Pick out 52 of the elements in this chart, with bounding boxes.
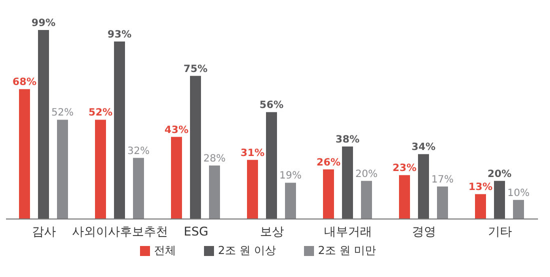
bar bbox=[57, 120, 68, 219]
legend-label: 전체 bbox=[154, 244, 176, 257]
bar bbox=[361, 180, 372, 219]
bar bbox=[171, 136, 182, 219]
data-label: 99% bbox=[32, 18, 56, 29]
data-label: 20% bbox=[488, 168, 512, 180]
bar bbox=[323, 169, 334, 219]
data-label: 52% bbox=[51, 108, 74, 119]
bar bbox=[95, 120, 106, 219]
bar bbox=[399, 175, 410, 219]
x-tick-label: 보상 bbox=[260, 224, 284, 239]
x-tick-label: ESG bbox=[184, 224, 208, 239]
bar bbox=[494, 180, 505, 219]
data-label: 19% bbox=[279, 170, 302, 182]
data-label: 38% bbox=[336, 134, 360, 146]
x-tick-label: 경영 bbox=[412, 224, 436, 239]
data-label: 56% bbox=[260, 100, 284, 112]
bar bbox=[209, 166, 220, 219]
bar bbox=[437, 186, 448, 219]
data-label: 31% bbox=[240, 148, 264, 159]
legend-label: 2조 원 이상 bbox=[218, 244, 276, 257]
bar bbox=[133, 158, 144, 219]
data-label: 10% bbox=[507, 188, 530, 199]
bar bbox=[38, 30, 49, 219]
data-label: 68% bbox=[12, 77, 36, 88]
x-tick-label: 사외이사후보추천 bbox=[72, 224, 168, 239]
bar bbox=[114, 41, 125, 219]
data-label: 17% bbox=[431, 174, 454, 186]
bar bbox=[247, 160, 258, 219]
bar bbox=[513, 200, 524, 219]
x-tick-label: 기타 bbox=[488, 224, 512, 239]
data-label: 93% bbox=[108, 29, 132, 40]
bar bbox=[266, 112, 277, 219]
data-label: 34% bbox=[412, 142, 436, 154]
data-label: 52% bbox=[88, 108, 112, 119]
bar bbox=[418, 154, 429, 219]
data-label: 20% bbox=[355, 168, 378, 180]
data-label: 23% bbox=[392, 163, 416, 174]
data-label: 28% bbox=[203, 154, 226, 165]
data-label: 26% bbox=[316, 157, 340, 168]
bar bbox=[342, 146, 353, 219]
data-label: 75% bbox=[184, 64, 208, 75]
legend-label: 2조 원 미만 bbox=[318, 244, 376, 257]
data-label: 13% bbox=[468, 182, 492, 194]
data-label: 32% bbox=[127, 146, 150, 157]
bar bbox=[475, 194, 486, 219]
x-tick-label: 감사 bbox=[32, 224, 56, 239]
bar bbox=[19, 89, 30, 219]
data-label: 43% bbox=[164, 124, 188, 136]
x-tick-label: 내부거래 bbox=[324, 224, 372, 239]
bar bbox=[190, 76, 201, 219]
bar bbox=[285, 182, 296, 219]
